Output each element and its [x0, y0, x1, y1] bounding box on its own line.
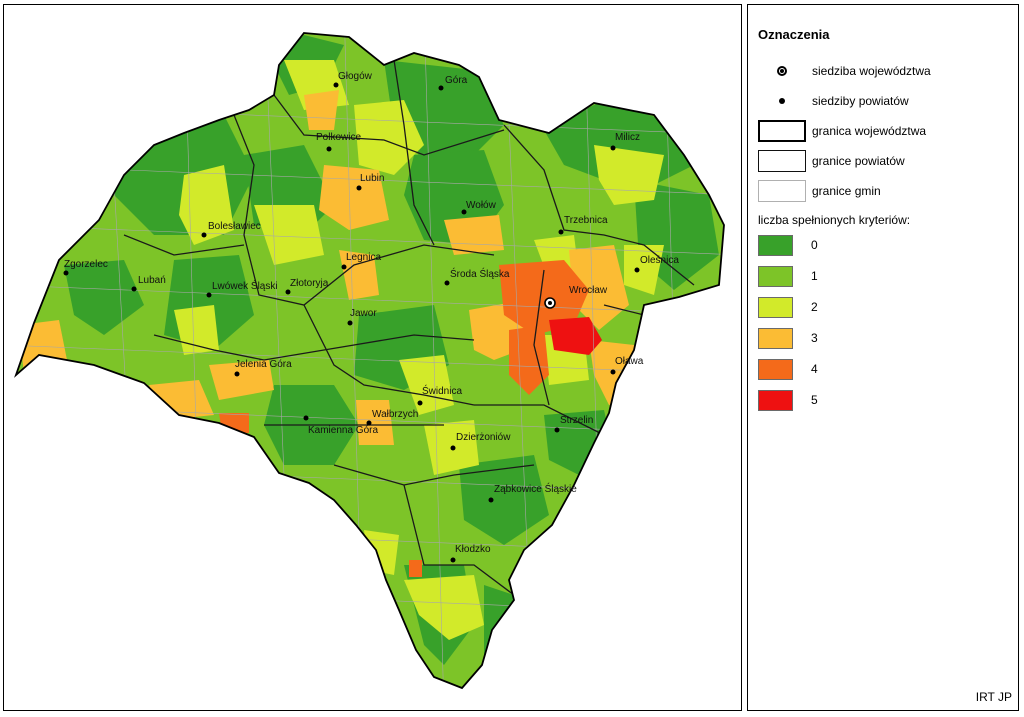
- legend-seats: siedziby powiatów: [758, 89, 909, 113]
- class-swatch: [758, 234, 793, 256]
- label-wolow: Wołów: [466, 200, 497, 211]
- label-milicz: Milicz: [615, 132, 640, 143]
- seat-dot: [234, 371, 240, 377]
- label-zgorzelec: Zgorzelec: [64, 259, 108, 270]
- label-glogow: Głogów: [338, 71, 373, 82]
- credit-text: IRT JP: [975, 690, 1012, 704]
- label-olawa: Oława: [615, 356, 644, 367]
- legend-voivodeship-border: granica województwa: [758, 119, 926, 143]
- class-label: 4: [811, 362, 818, 376]
- label-strzelin: Strzelin: [560, 415, 593, 426]
- label-boleslawiec: Bolesławiec: [208, 221, 261, 232]
- legend-voivodeship-border-label: granica województwa: [812, 124, 927, 138]
- legend-commune-border-label: granice gmin: [812, 184, 881, 198]
- seat-dot: [558, 229, 564, 235]
- seat-symbol-icon: [758, 90, 806, 112]
- label-gora: Góra: [445, 75, 468, 86]
- seat-dot: [450, 445, 456, 451]
- seat-dot: [554, 427, 560, 433]
- label-lubin: Lubin: [360, 173, 384, 184]
- seat-dot: [366, 420, 372, 426]
- legend-panel: Oznaczenia siedziba województwa siedziby…: [747, 4, 1019, 711]
- voivodeship-border-swatch: [758, 120, 806, 142]
- seat-dot: [610, 145, 616, 151]
- seat-dot: [333, 82, 339, 88]
- capital-symbol-icon: [758, 60, 806, 82]
- seat-dot: [326, 146, 332, 152]
- seat-dot: [356, 185, 362, 191]
- county-border-swatch: [758, 150, 806, 172]
- seat-dot: [63, 270, 69, 276]
- label-lwowek-slaski: Lwówek Śląski: [212, 279, 278, 292]
- legend-capital: siedziba województwa: [758, 59, 931, 83]
- seat-dot: [444, 280, 450, 286]
- legend-title: Oznaczenia: [758, 27, 830, 42]
- label-legnica: Legnica: [346, 252, 381, 263]
- legend-county-border: granice powiatów: [758, 149, 905, 173]
- class-label: 5: [811, 393, 818, 407]
- seat-dot: [206, 292, 212, 298]
- label-wroclaw: Wrocław: [569, 285, 608, 296]
- label-luban: Lubań: [138, 275, 166, 286]
- class-label: 2: [811, 300, 818, 314]
- label-walbrzych: Wałbrzych: [372, 409, 418, 420]
- legend-class-row: 1: [758, 265, 818, 287]
- label-polkowice: Polkowice: [316, 132, 361, 143]
- legend-class-row: 0: [758, 234, 818, 256]
- seat-dot: [285, 289, 291, 295]
- legend-classes-heading: liczba spełnionych kryteriów:: [758, 213, 911, 227]
- class-swatch: [758, 358, 793, 380]
- label-jelenia-gora: Jelenia Góra: [235, 359, 292, 370]
- seat-dot: [461, 209, 467, 215]
- legend-class-row: 3: [758, 327, 818, 349]
- capital-marker: Wrocław: [544, 285, 608, 309]
- label-trzebnica: Trzebnica: [564, 215, 608, 226]
- seat-dot: [438, 85, 444, 91]
- county-seats: Głogów Góra Milicz Polkowice Lubin Wołów…: [63, 71, 679, 563]
- label-olesnica: Oleśnica: [640, 255, 679, 266]
- label-zabkowice-slaskie: Ząbkowice Śląskie: [494, 482, 577, 495]
- legend-class-row: 2: [758, 296, 818, 318]
- seat-dot: [341, 264, 347, 270]
- seat-dot: [610, 369, 616, 375]
- legend-class-row: 4: [758, 358, 818, 380]
- label-dzierzoniow: Dzierżoniów: [456, 432, 511, 443]
- label-jawor: Jawor: [350, 308, 377, 319]
- seat-dot: [131, 286, 137, 292]
- seat-dot: [450, 557, 456, 563]
- class-swatch: [758, 265, 793, 287]
- class-label: 3: [811, 331, 818, 345]
- class-swatch: [758, 327, 793, 349]
- label-sroda-slaska: Środa Śląska: [450, 267, 510, 280]
- class-label: 0: [811, 238, 818, 252]
- legend-county-border-label: granice powiatów: [812, 154, 905, 168]
- class-label: 1: [811, 269, 818, 283]
- map-frame: Głogów Góra Milicz Polkowice Lubin Wołów…: [3, 4, 742, 711]
- seat-dot: [303, 415, 309, 421]
- seat-dot: [201, 232, 207, 238]
- label-swidnica: Świdnica: [422, 384, 462, 397]
- label-zlotoryja: Złotoryja: [290, 278, 329, 289]
- legend-commune-border: granice gmin: [758, 179, 881, 203]
- seat-dot: [488, 497, 494, 503]
- commune-border-swatch: [758, 180, 806, 202]
- legend-capital-label: siedziba województwa: [812, 64, 931, 78]
- seat-dot: [417, 400, 423, 406]
- label-kamienna-gora: Kamienna Góra: [308, 425, 378, 436]
- legend-class-row: 5: [758, 389, 818, 411]
- class-swatch: [758, 296, 793, 318]
- seat-dot: [347, 320, 353, 326]
- legend-seats-label: siedziby powiatów: [812, 94, 909, 108]
- voivodeship-map: Głogów Góra Milicz Polkowice Lubin Wołów…: [15, 32, 725, 689]
- label-klodzko: Kłodzko: [455, 544, 491, 555]
- class-swatch: [758, 389, 793, 411]
- seat-dot: [634, 267, 640, 273]
